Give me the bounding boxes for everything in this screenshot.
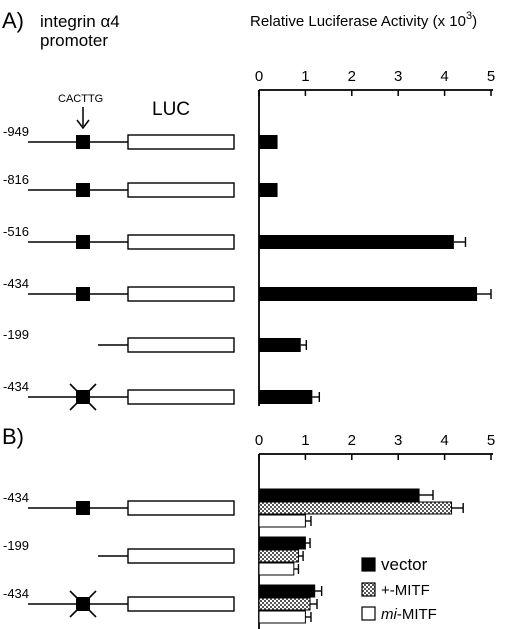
legend-swatch <box>361 557 376 572</box>
luc-reporter-box <box>127 500 235 516</box>
bar <box>258 562 295 576</box>
bar <box>258 501 453 515</box>
bar <box>258 514 306 528</box>
ebox-box <box>76 135 90 149</box>
ebox-box <box>76 183 90 197</box>
panel-b-label: B) <box>2 424 24 449</box>
x-tick-label: 2 <box>348 432 356 449</box>
bar <box>258 584 316 598</box>
bar <box>259 338 301 352</box>
mutation-cross-line <box>69 383 97 411</box>
construct-label: -199 <box>3 327 29 342</box>
bar <box>258 610 306 624</box>
luc-reporter-box <box>127 548 235 564</box>
luc-reporter-box <box>127 596 235 612</box>
bar <box>258 488 420 502</box>
chart-a-title: Relative Luciferase Activity (x 103) <box>250 10 477 30</box>
construct-label: -816 <box>3 172 29 187</box>
legend-label-rest: -MITF <box>397 606 437 623</box>
x-tick-label: 1 <box>301 432 309 449</box>
bar <box>259 235 454 249</box>
x-tick-label: 3 <box>394 432 402 449</box>
legend-swatch <box>361 582 376 597</box>
x-tick-label: 4 <box>440 432 448 449</box>
x-tick-label: 3 <box>394 68 402 85</box>
x-tick-label: 4 <box>440 68 448 85</box>
x-tick-label: 0 <box>255 68 263 85</box>
chart-panel-a: 0 1 2 3 4 5 <box>255 68 495 406</box>
ebox-box <box>76 287 90 301</box>
bar <box>258 536 306 550</box>
construct-label: -199 <box>3 538 29 553</box>
ebox-label: CACTTG <box>58 93 103 105</box>
luc-reporter-box <box>127 337 235 353</box>
bar <box>259 287 478 301</box>
legend-label-italic: mi <box>381 606 397 623</box>
bar <box>259 135 278 149</box>
construct-label: -434 <box>3 276 29 291</box>
constructs-panel-b: -434 -199 -434 <box>3 490 235 618</box>
mutation-cross-line <box>69 590 97 618</box>
bar <box>259 390 313 404</box>
luc-reporter-box <box>127 134 235 150</box>
reporter-label: LUC <box>152 99 190 120</box>
constructs-panel-a: -949 -816 -516 -434 -199 -434 <box>3 124 235 411</box>
construct-label: -949 <box>3 124 29 139</box>
bar <box>258 549 299 563</box>
chart-panel-b: 0 1 2 3 4 5 <box>255 432 495 629</box>
luc-reporter-box <box>127 182 235 198</box>
luc-reporter-box <box>127 234 235 250</box>
x-tick-label: 5 <box>487 432 495 449</box>
legend-label: vector <box>381 555 428 574</box>
legend-swatch <box>361 606 376 621</box>
bar <box>259 183 278 197</box>
construct-label: -434 <box>3 586 29 601</box>
ebox-box <box>76 501 90 515</box>
construct-label: -434 <box>3 490 29 505</box>
x-tick-label: 1 <box>301 68 309 85</box>
construct-label: -516 <box>3 224 29 239</box>
bar <box>258 597 311 611</box>
construct-label: -434 <box>3 379 29 394</box>
x-tick-label: 5 <box>487 68 495 85</box>
legend-label: +-MITF <box>381 582 430 599</box>
luc-reporter-box <box>127 286 235 302</box>
ebox-arrow <box>76 107 90 130</box>
legend-label: mi-MITF <box>381 606 437 623</box>
promoter-title-line2: promoter <box>40 31 108 50</box>
legend: vector +-MITF mi-MITF <box>361 555 437 623</box>
x-tick-label: 0 <box>255 432 263 449</box>
ebox-box <box>76 235 90 249</box>
luc-reporter-box <box>127 389 235 405</box>
x-tick-label: 2 <box>348 68 356 85</box>
panel-a-label: A) <box>2 8 24 33</box>
promoter-title-line1: integrin α4 <box>40 12 120 31</box>
